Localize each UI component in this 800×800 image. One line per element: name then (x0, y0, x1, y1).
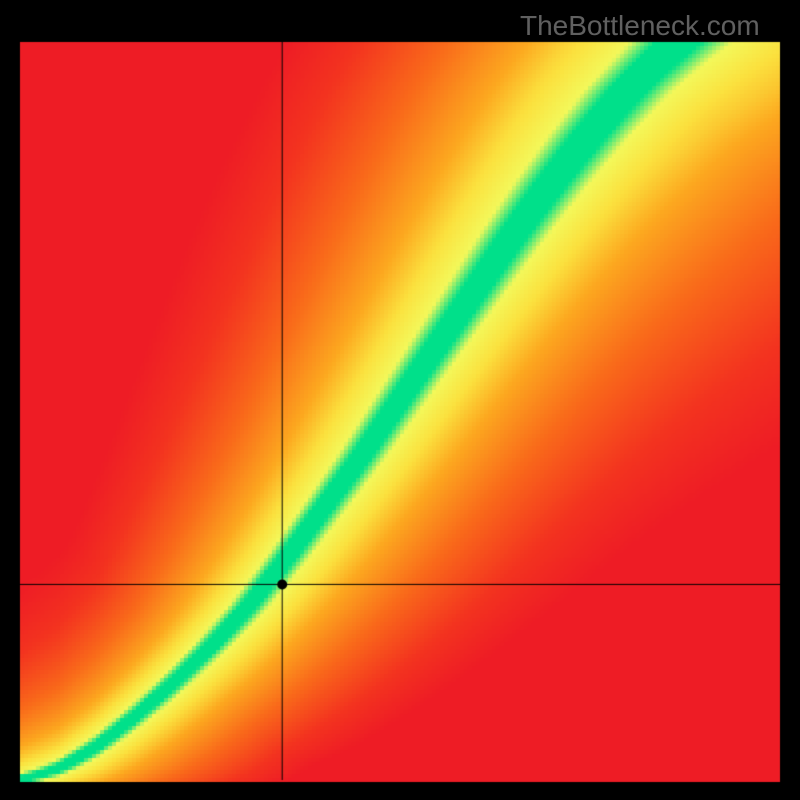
chart-container: TheBottleneck.com (0, 0, 800, 800)
bottleneck-heatmap-canvas (0, 0, 800, 800)
